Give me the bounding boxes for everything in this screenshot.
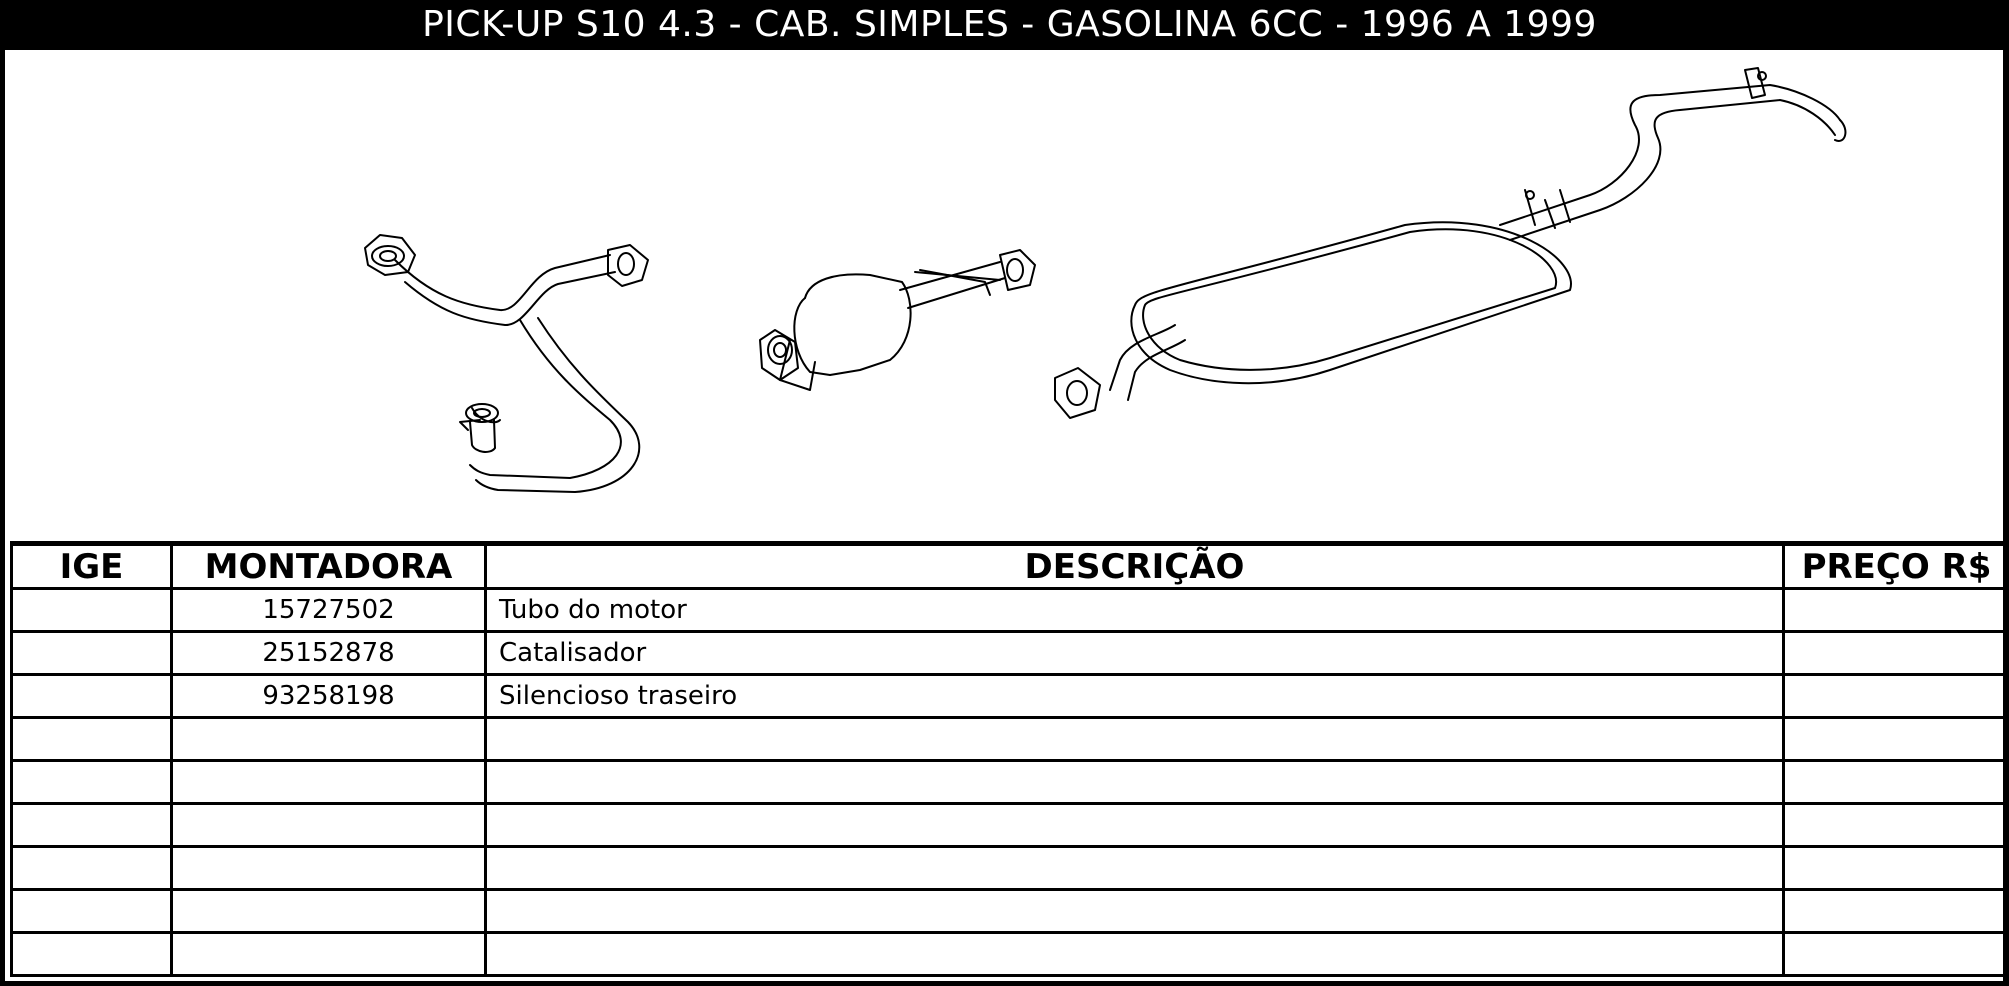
descricao-cell: Silencioso traseiro bbox=[484, 673, 1785, 719]
table-row: 25152878 Catalisador bbox=[10, 630, 2009, 676]
descricao-cell bbox=[484, 759, 1785, 805]
catalytic-converter-drawing bbox=[759, 249, 1036, 391]
preco-cell bbox=[1782, 845, 2009, 891]
engine-pipe-drawing bbox=[364, 234, 649, 493]
preco-cell bbox=[1782, 716, 2009, 762]
table-row bbox=[10, 845, 2009, 891]
descricao-cell bbox=[484, 888, 1785, 934]
parts-table: IGE MONTADORA DESCRIÇÃO PREÇO R$ 1572750… bbox=[10, 541, 2009, 977]
ige-cell bbox=[10, 888, 173, 934]
montadora-cell bbox=[170, 802, 487, 848]
montadora-cell: 93258198 bbox=[170, 673, 487, 719]
montadora-cell bbox=[170, 845, 487, 891]
table-row bbox=[10, 931, 2009, 977]
ige-cell bbox=[10, 587, 173, 633]
table-row bbox=[10, 802, 2009, 848]
preco-cell bbox=[1782, 888, 2009, 934]
preco-cell bbox=[1782, 759, 2009, 805]
table-row bbox=[10, 716, 2009, 762]
preco-cell bbox=[1782, 802, 2009, 848]
descricao-cell bbox=[484, 845, 1785, 891]
montadora-cell bbox=[170, 759, 487, 805]
ige-cell bbox=[10, 630, 173, 676]
preco-cell bbox=[1782, 630, 2009, 676]
col-descricao-header: DESCRIÇÃO bbox=[484, 541, 1785, 590]
table-row: 15727502 Tubo do motor bbox=[10, 587, 2009, 633]
col-montadora-header: MONTADORA bbox=[170, 541, 487, 590]
exhaust-illustration bbox=[10, 50, 2008, 540]
rear-muffler-drawing bbox=[1054, 67, 1847, 419]
montadora-cell bbox=[170, 888, 487, 934]
ige-cell bbox=[10, 931, 173, 977]
table-header-row: IGE MONTADORA DESCRIÇÃO PREÇO R$ bbox=[10, 541, 2009, 590]
page-title: PICK-UP S10 4.3 - CAB. SIMPLES - GASOLIN… bbox=[5, 0, 2009, 50]
ige-cell bbox=[10, 673, 173, 719]
col-ige-header: IGE bbox=[10, 541, 173, 590]
table-row bbox=[10, 759, 2009, 805]
montadora-cell bbox=[170, 716, 487, 762]
table-row: 93258198 Silencioso traseiro bbox=[10, 673, 2009, 719]
preco-cell bbox=[1782, 673, 2009, 719]
descricao-cell: Catalisador bbox=[484, 630, 1785, 676]
montadora-cell bbox=[170, 931, 487, 977]
descricao-cell bbox=[484, 802, 1785, 848]
ige-cell bbox=[10, 845, 173, 891]
descricao-cell bbox=[484, 931, 1785, 977]
ige-cell bbox=[10, 759, 173, 805]
descricao-cell: Tubo do motor bbox=[484, 587, 1785, 633]
col-preco-header: PREÇO R$ bbox=[1782, 541, 2009, 590]
ige-cell bbox=[10, 802, 173, 848]
descricao-cell bbox=[484, 716, 1785, 762]
montadora-cell: 25152878 bbox=[170, 630, 487, 676]
preco-cell bbox=[1782, 931, 2009, 977]
preco-cell bbox=[1782, 587, 2009, 633]
ige-cell bbox=[10, 716, 173, 762]
montadora-cell: 15727502 bbox=[170, 587, 487, 633]
table-row bbox=[10, 888, 2009, 934]
